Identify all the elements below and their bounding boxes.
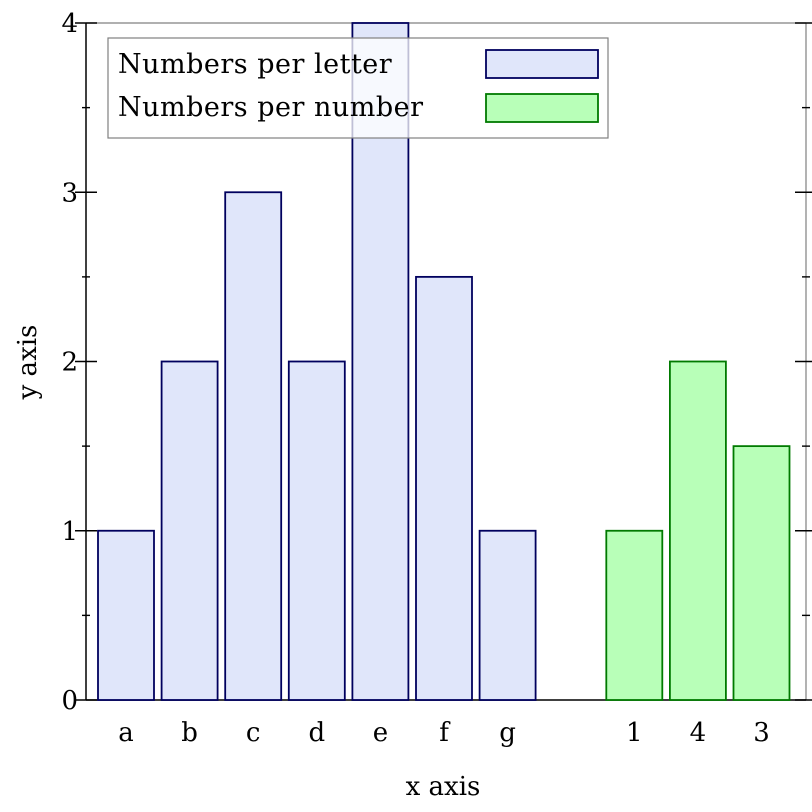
bar-letter-c — [224, 191, 283, 701]
y-tick-label: 3 — [61, 178, 78, 208]
x-axis-ticks: a b c d e f g 1 4 3 — [118, 718, 770, 748]
bar-number-3 — [732, 445, 791, 701]
y-axis-ticks: 0 1 2 3 4 — [61, 9, 812, 716]
bar-letter-g — [478, 529, 537, 701]
legend: Numbers per letter Numbers per number — [107, 37, 609, 139]
bar-letter-a — [97, 529, 155, 701]
y-tick-label: 4 — [61, 9, 78, 39]
bar-number-4 — [669, 360, 727, 701]
x-tick-label: g — [499, 718, 516, 748]
bar-letter-f — [415, 275, 473, 701]
y-tick-label: 1 — [61, 517, 78, 547]
x-tick-label: 4 — [690, 718, 707, 748]
x-tick-label: a — [118, 718, 134, 748]
y-axis-label: y axis — [13, 325, 43, 401]
x-tick-label: c — [246, 718, 261, 748]
y-tick-label: 0 — [61, 686, 78, 716]
x-tick-label: e — [373, 718, 388, 748]
legend-label-numbers: Numbers per number — [118, 92, 424, 123]
legend-swatch-letters — [485, 49, 599, 79]
bars — [97, 22, 791, 701]
x-axis-label: x axis — [406, 772, 481, 802]
bar-number-1 — [605, 529, 664, 701]
legend-label-letters: Numbers per letter — [118, 49, 392, 80]
legend-swatch-numbers — [485, 93, 599, 123]
x-tick-label: 3 — [753, 718, 770, 748]
y-tick-label: 2 — [61, 348, 78, 378]
x-tick-label: b — [181, 718, 198, 748]
x-tick-label: f — [439, 718, 451, 748]
x-tick-label: d — [308, 718, 325, 748]
bar-letter-d — [287, 360, 346, 701]
x-tick-label: 1 — [626, 718, 643, 748]
bar-letter-b — [160, 360, 219, 701]
